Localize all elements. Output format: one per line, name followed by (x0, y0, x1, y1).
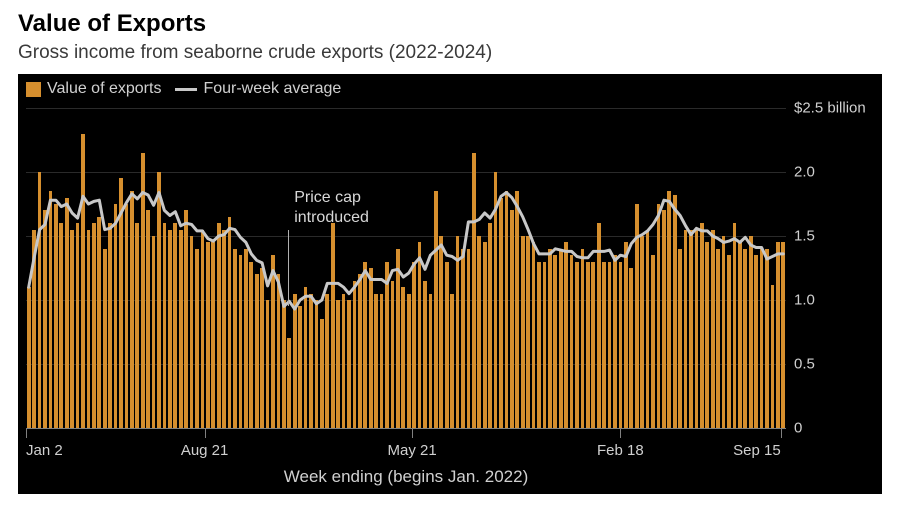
x-label: Feb 18 (597, 442, 644, 459)
annotation-line (288, 230, 289, 307)
y-label: 0 (794, 420, 802, 437)
x-tick (620, 428, 621, 438)
titlebar: Value of Exports Gross income from seabo… (18, 10, 882, 64)
chart-title: Value of Exports (18, 10, 882, 38)
bar-swatch-icon (26, 82, 41, 97)
x-label: Aug 21 (181, 442, 229, 459)
y-label: 0.5 (794, 356, 815, 373)
four-week-avg-line (26, 108, 786, 428)
x-label: May 21 (387, 442, 436, 459)
legend: Value of exports Four-week average (26, 80, 341, 98)
line-swatch-icon (175, 88, 197, 91)
chart-subtitle: Gross income from seaborne crude exports… (18, 42, 882, 64)
chart-card: Value of Exports Gross income from seabo… (0, 0, 900, 510)
x-tick (412, 428, 413, 438)
y-label: 1.5 (794, 228, 815, 245)
x-tick (205, 428, 206, 438)
x-label: Jan 2 (26, 442, 63, 459)
legend-line-label: Four-week average (203, 80, 341, 98)
legend-item-bar: Value of exports (26, 80, 161, 98)
legend-item-line: Four-week average (175, 80, 341, 98)
chart-area: Price cap introduced (26, 108, 786, 428)
plot-area: Value of exports Four-week average Price… (18, 74, 882, 494)
y-label: $2.5 billion (794, 100, 866, 117)
x-tick (26, 428, 27, 438)
x-axis-title: Week ending (begins Jan. 2022) (284, 467, 528, 487)
x-tick (781, 428, 782, 438)
x-axis: Week ending (begins Jan. 2022) Jan 2 Aug … (26, 428, 786, 488)
y-axis-labels: $2.5 billion2.01.51.00.50 (794, 108, 880, 428)
y-label: 2.0 (794, 164, 815, 181)
legend-bar-label: Value of exports (47, 80, 161, 98)
annotation-text: Price cap introduced (294, 188, 369, 228)
y-label: 1.0 (794, 292, 815, 309)
x-label: Sep 15 (733, 442, 781, 459)
